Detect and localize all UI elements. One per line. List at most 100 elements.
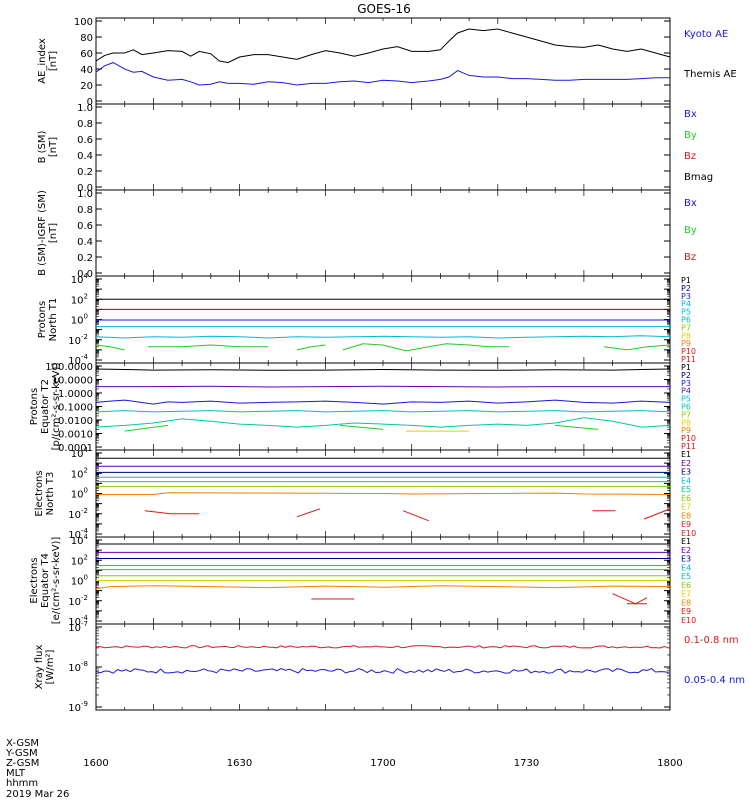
legend-p9: P9: [681, 426, 691, 435]
series-line-p6: [147, 344, 269, 348]
legend-kyoto-ae: Kyoto AE: [684, 29, 728, 40]
y-tick-label: 1.0: [77, 189, 93, 200]
footer-date: 2019 Mar 26: [6, 789, 69, 800]
y-axis-label: [W/m²]: [45, 649, 56, 684]
series-line-e9: [644, 508, 671, 520]
y-tick-label: 10.0000: [52, 376, 93, 387]
series-line-p6: [555, 424, 599, 430]
y-axis-label: AE_index: [37, 38, 48, 84]
legend-p1: P1: [681, 363, 691, 372]
footer-hhmm: hhmm: [6, 778, 38, 789]
axis-footer-labels: X-GSM Y-GSM Z-GSM MLT hhmm 2019 Mar 26: [5, 738, 69, 800]
y-tick-exponent: -7: [81, 620, 88, 628]
y-tick-label: 0.8: [77, 205, 93, 216]
series-line-p6: [95, 344, 125, 351]
y-tick-label: 0.0100: [58, 416, 93, 427]
y-tick-label: 102: [71, 292, 88, 306]
y-tick-label: 60: [80, 49, 93, 60]
series-line-p3: [95, 399, 671, 405]
panel-frame: [95, 623, 671, 711]
legend-p4: P4: [681, 300, 691, 309]
y-tick-label: 10-8: [68, 660, 88, 674]
panel-frame: [95, 189, 671, 277]
y-tick-exponent: -2: [81, 333, 88, 341]
legend-e10: E10: [681, 616, 696, 625]
legend-e2: E2: [681, 546, 691, 555]
y-tick-label: 104: [71, 446, 89, 460]
y-tick-exponent: 4: [84, 446, 89, 454]
y-tick-label: 0.0010: [58, 430, 93, 441]
y-tick-exponent: 2: [84, 553, 88, 561]
legend-p5: P5: [681, 395, 691, 404]
legend-e3: E3: [681, 555, 691, 564]
legend-e3: E3: [681, 468, 691, 477]
y-axis-label: [nT]: [48, 223, 59, 243]
y-tick-label: 102: [71, 466, 88, 480]
legend-e5: E5: [681, 572, 691, 581]
y-axis-label: Xray flux: [34, 645, 45, 690]
y-tick-label: 40: [80, 65, 93, 76]
y-tick-label: 0.6: [77, 221, 93, 232]
legend-p3: P3: [681, 292, 691, 301]
y-tick-label: 100: [74, 17, 93, 28]
y-tick-exponent: -4: [81, 527, 89, 535]
panel-bsm: 0.0 0.2 0.4 0.6 0.8 1.0 B (SM) [nT] Bx By Bz Bmag: [37, 103, 713, 194]
y-tick-exponent: -2: [81, 594, 88, 602]
series-line-e7: [96, 492, 671, 495]
y-tick-label: 10-2: [68, 507, 88, 521]
legend-p9: P9: [681, 339, 691, 348]
footer-y-gsm: Y-GSM: [5, 748, 38, 759]
y-axis-label: Protons: [37, 301, 48, 338]
legend-p2: P2: [681, 371, 691, 380]
series-line-p6: [603, 344, 671, 351]
y-tick-exponent: 4: [84, 272, 89, 280]
y-tick-exponent: 2: [84, 292, 88, 300]
y-axis-label: [nT]: [48, 137, 59, 157]
legend-p1: P1: [681, 276, 691, 285]
legend-e4: E4: [681, 476, 691, 485]
legend-p7: P7: [681, 323, 691, 332]
y-axis-label: North T3: [45, 472, 56, 516]
y-tick-label: 104: [71, 533, 89, 547]
y-tick-label: 0.4: [77, 151, 93, 162]
series-line-e8: [95, 585, 671, 590]
series-line-p6: [296, 344, 326, 351]
y-tick-label: 0.0001: [58, 443, 93, 454]
legend-p8: P8: [681, 331, 691, 340]
legend-e4: E4: [681, 563, 691, 572]
legend-bmag: Bmag: [684, 172, 713, 183]
series-line-p5: [95, 417, 671, 428]
series-line-p1: [95, 368, 671, 371]
legend-e8: E8: [681, 598, 691, 607]
y-axis-label: B (SM)-IGRF (SM): [37, 190, 48, 276]
legend-e5: E5: [681, 485, 691, 494]
legend-themis-ae: Themis AE: [683, 69, 737, 80]
y-axis-label: B (SM): [37, 130, 48, 163]
y-tick-label: 0.2: [77, 253, 93, 264]
legend-p3: P3: [681, 379, 691, 388]
legend-e2: E2: [681, 459, 691, 468]
legend-e7: E7: [681, 503, 691, 512]
series-line-0-05-0-4-nm: [95, 667, 669, 674]
y-tick-exponent: 2: [84, 466, 88, 474]
footer-x-gsm: X-GSM: [6, 738, 39, 749]
series-line-p6: [342, 343, 510, 352]
series-line-p6: [339, 424, 384, 430]
y-axis-label: [e/(cm²-s-sr-keV)]: [51, 537, 62, 625]
y-tick-label: 100.0000: [45, 362, 93, 373]
legend-e7: E7: [681, 590, 691, 599]
legend-p6: P6: [681, 316, 691, 325]
panel-p_eq: 0.0001 0.0010 0.0100 0.1000 1.0000 10.0000 100…: [29, 362, 696, 454]
legend-p11: P11: [681, 442, 696, 451]
y-tick-label: 1.0000: [58, 389, 93, 400]
y-tick-label: 100: [71, 487, 88, 501]
series-line-kyoto-ae: [95, 62, 670, 86]
y-tick-exponent: -2: [81, 507, 88, 515]
legend-p10: P10: [681, 434, 696, 443]
y-tick-label: 20: [80, 81, 93, 92]
y-tick-exponent: -4: [81, 614, 89, 622]
